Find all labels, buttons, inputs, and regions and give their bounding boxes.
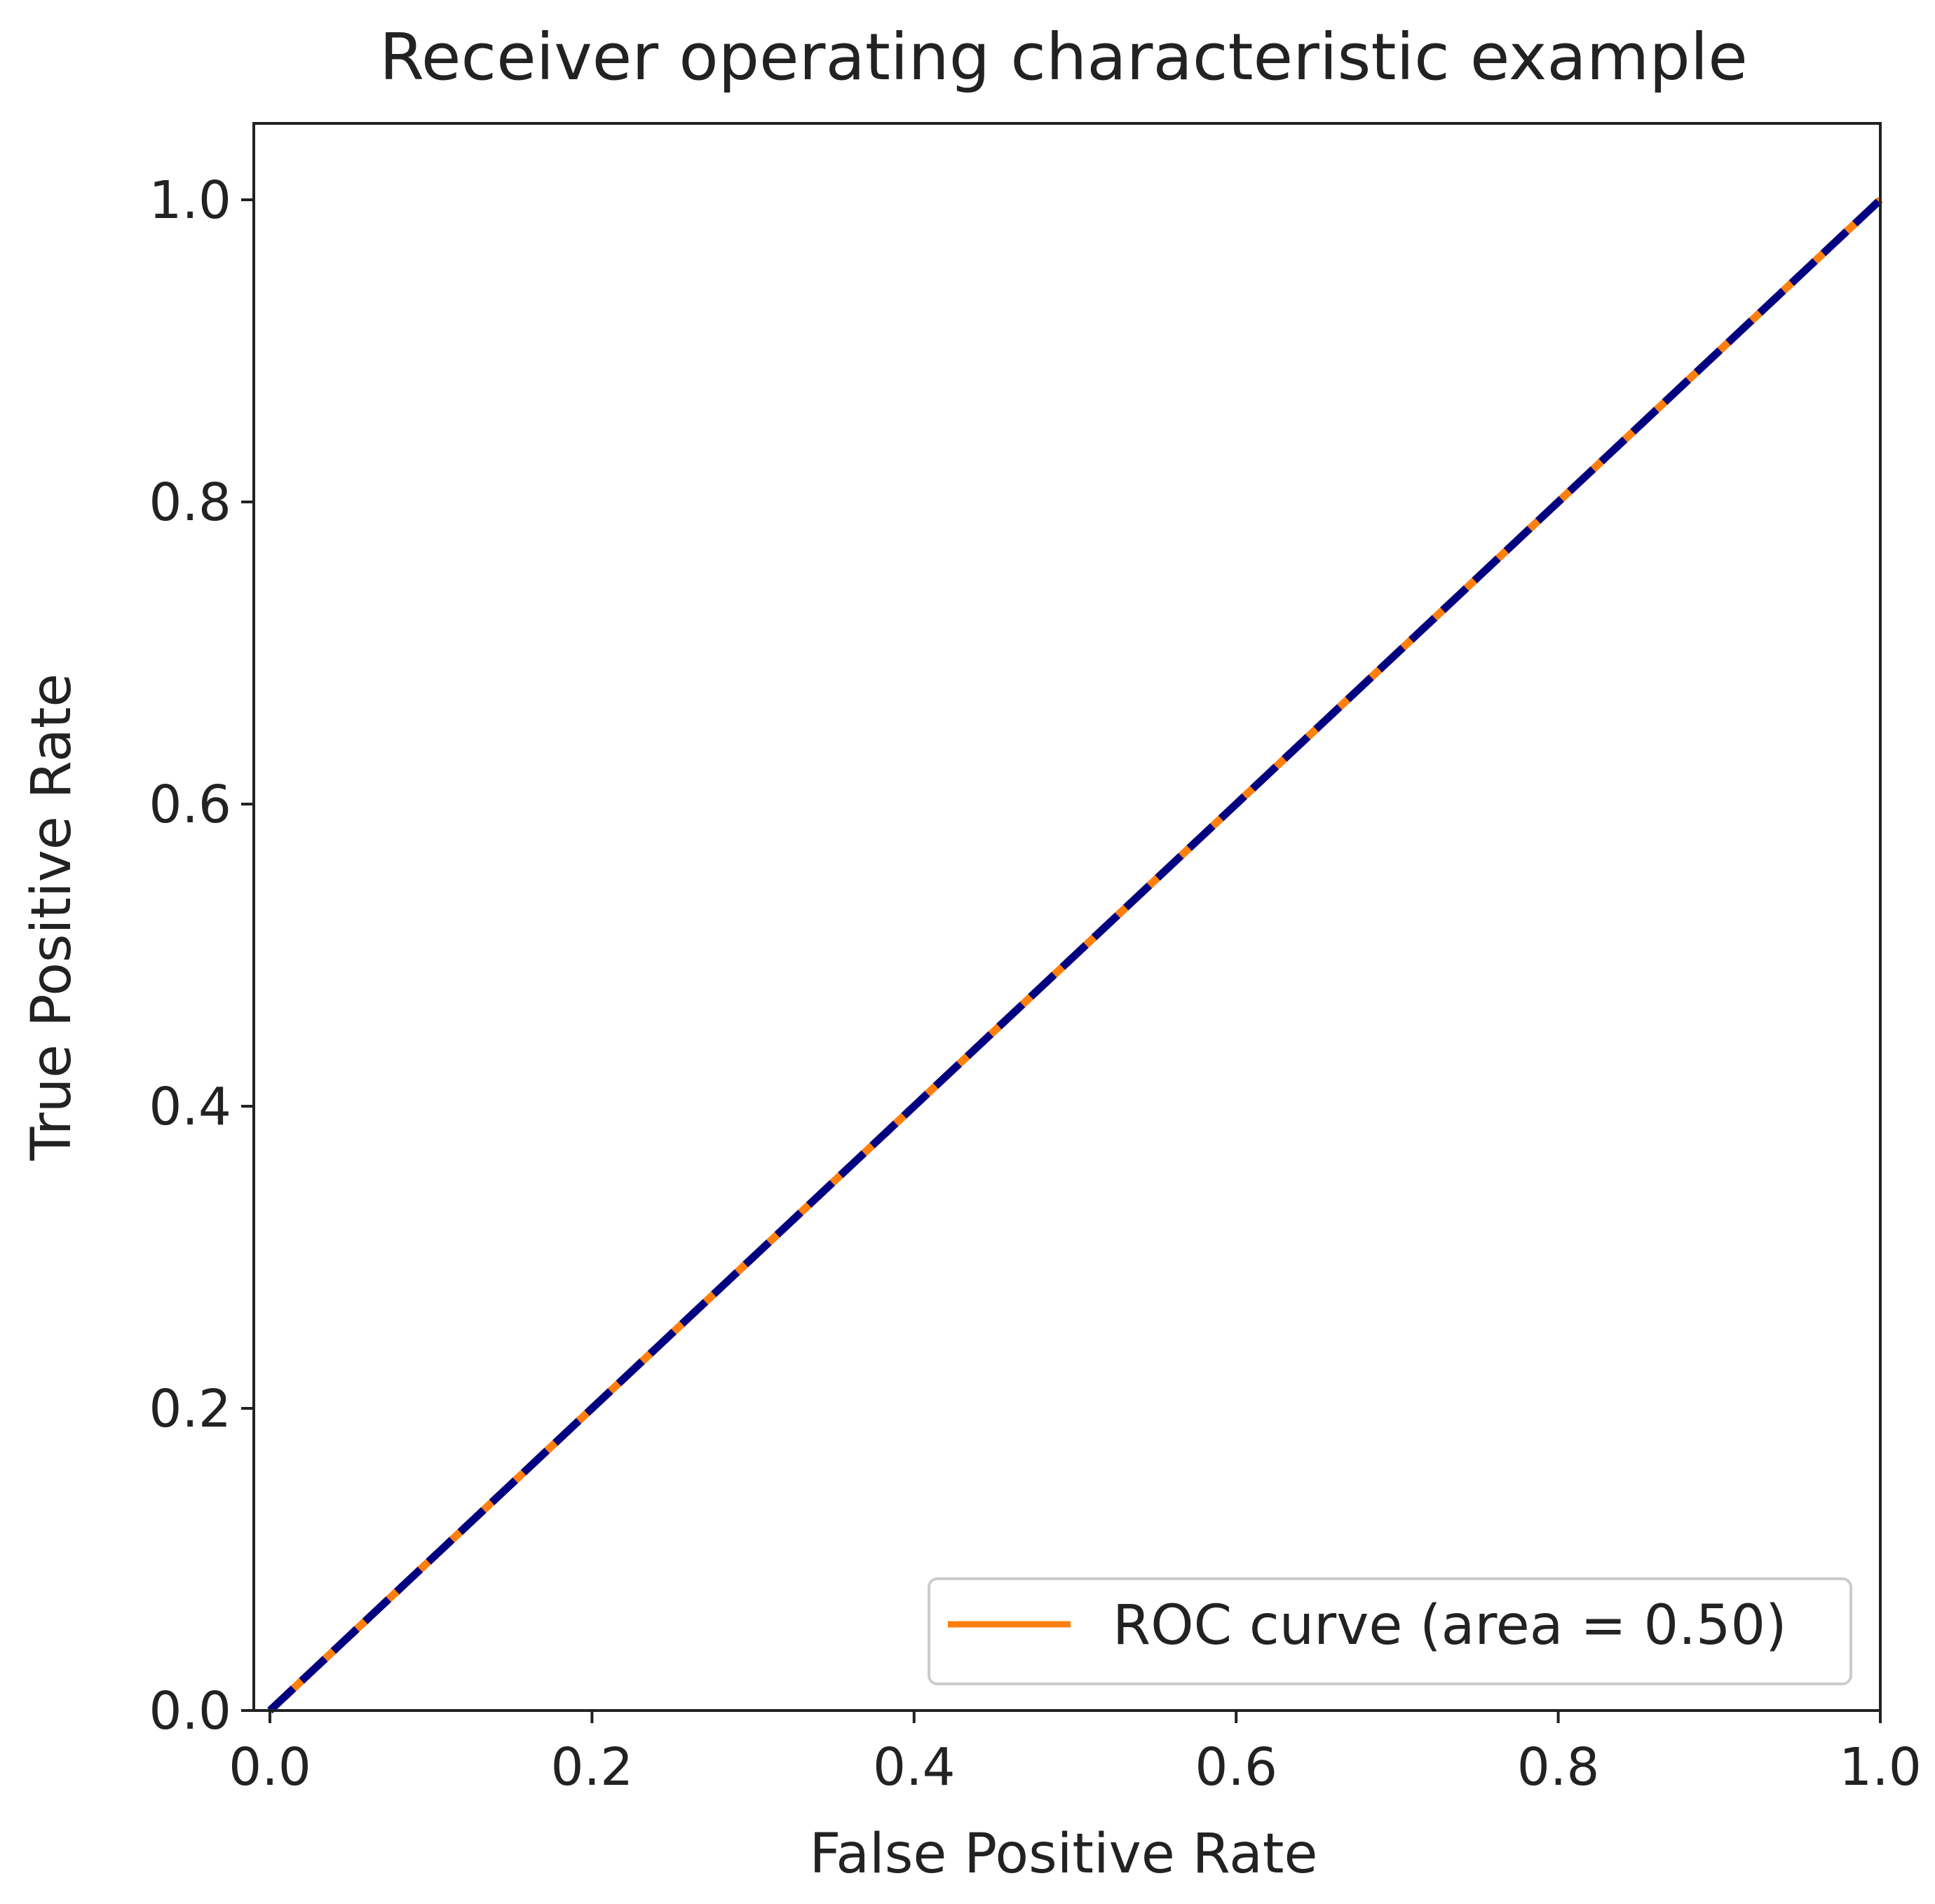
reference-diagonal-line [267, 196, 1883, 1714]
legend: ROC curve (area = 0.50) [928, 1577, 1852, 1685]
plot-frame [252, 122, 1882, 1712]
y-tick-label: 1.0 [149, 170, 231, 231]
x-tick-label: 0.8 [1517, 1737, 1600, 1797]
x-tick-label: 0.4 [873, 1737, 956, 1797]
x-axis-label: False Positive Rate [810, 1823, 1318, 1886]
plot-lines [267, 196, 1883, 1714]
y-tick-label: 0.0 [149, 1681, 231, 1741]
y-tick-label: 0.2 [149, 1379, 231, 1439]
legend-box [928, 1577, 1852, 1685]
x-axis-ticks: 0.0 0.2 0.4 0.6 0.8 1.0 [229, 1711, 1922, 1797]
chart-title: Receiver operating characteristic exampl… [379, 20, 1748, 95]
x-tick-label: 1.0 [1839, 1737, 1922, 1797]
y-axis-label: True Positive Rate [20, 674, 83, 1162]
x-tick-label: 0.0 [229, 1737, 311, 1797]
y-tick-label: 0.8 [149, 472, 231, 533]
y-tick-label: 0.6 [149, 775, 231, 835]
legend-label: ROC curve (area = 0.50) [1113, 1594, 1787, 1657]
y-axis-ticks: 0.0 0.2 0.4 0.6 0.8 1.0 [149, 170, 254, 1741]
x-tick-label: 0.2 [551, 1737, 634, 1797]
y-tick-label: 0.4 [149, 1077, 231, 1137]
x-tick-label: 0.6 [1195, 1737, 1277, 1797]
